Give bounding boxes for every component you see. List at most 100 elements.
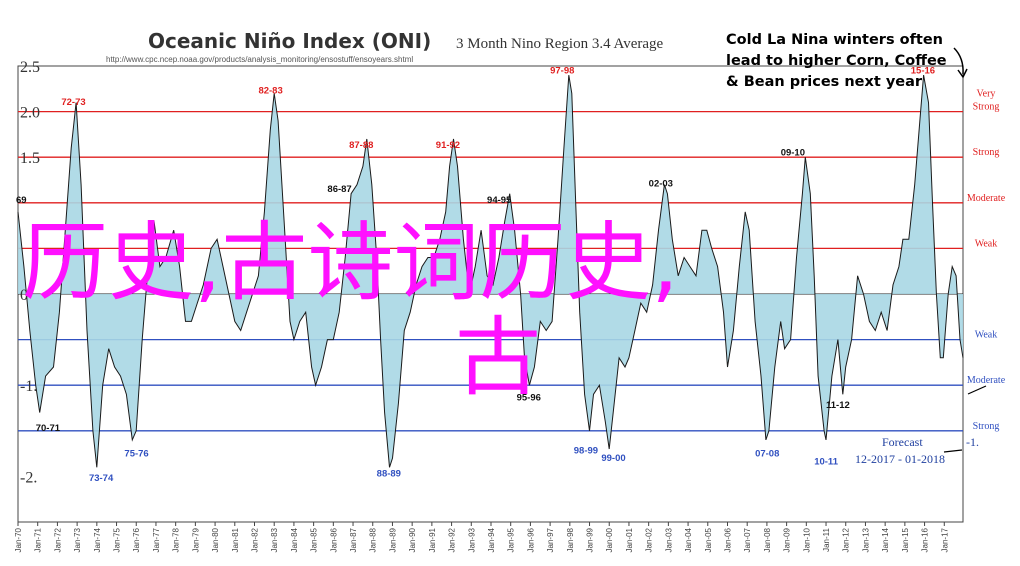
forecast-arrow-2 — [967, 385, 987, 395]
y-tick-label: 2.5 — [20, 59, 40, 76]
x-tick-label: Jan-80 — [211, 527, 220, 552]
forecast-label: Forecast — [882, 435, 923, 449]
x-tick-label: Jan-03 — [664, 527, 673, 552]
x-tick-label: Jan-93 — [467, 527, 476, 552]
oni-area-fill — [18, 75, 963, 468]
y-axis: 2.5 2.0 1.5 0 -1. -2. — [20, 59, 40, 486]
chart-title: Oceanic Niño Index (ONI) — [148, 29, 431, 53]
event-label: 75-76 — [124, 448, 148, 459]
oni-area-series — [17, 75, 964, 468]
x-tick-label: Jan-14 — [881, 527, 890, 552]
x-tick-label: Jan-11 — [822, 527, 831, 551]
x-tick-label: Jan-00 — [605, 527, 614, 552]
event-label: 11-12 — [826, 400, 850, 411]
x-tick-label: Jan-85 — [310, 527, 319, 552]
y-tick-label: 1.5 — [20, 150, 40, 167]
y-tick-label: -2. — [20, 469, 37, 486]
x-tick-label: Jan-99 — [586, 527, 595, 552]
x-tick-label: Jan-02 — [645, 527, 654, 552]
x-tick-label: Jan-70 — [14, 527, 23, 552]
x-tick-label: Jan-74 — [93, 527, 102, 552]
event-label: 95-96 — [517, 393, 541, 404]
x-tick-label: Jan-95 — [507, 527, 516, 552]
event-labels: 72-73 82-83 87-88 91-92 97-98 15-16 86-87 02-03… — [16, 65, 935, 484]
x-tick-label: Jan-06 — [723, 527, 732, 552]
x-tick-label: Jan-83 — [270, 527, 279, 552]
forecast-range: 12-2017 - 01-2018 — [855, 452, 945, 466]
event-label: 88-89 — [377, 468, 401, 479]
event-label: 98-99 — [574, 446, 598, 457]
event-label: 70-71 — [36, 423, 61, 434]
threshold-lines: Very Strong Strong Moderate Weak Weak Moderate… — [18, 89, 1006, 432]
event-label: 15-16 — [911, 65, 935, 76]
x-tick-label: Jan-73 — [73, 527, 82, 552]
x-tick-label: Jan-07 — [743, 527, 752, 552]
event-label: 94-95 — [487, 195, 512, 206]
event-label: 82-83 — [258, 85, 282, 96]
x-tick-label: Jan-81 — [231, 527, 240, 552]
overlay-text-line-1: 历史,古诗词历史, — [22, 213, 679, 313]
event-label: 10-11 — [814, 457, 838, 468]
x-tick-label: Jan-72 — [53, 527, 62, 552]
threshold-label: Strong — [973, 421, 1000, 432]
event-label: 91-92 — [436, 140, 460, 151]
note-line-1: Cold La Nina winters often — [726, 32, 943, 48]
x-tick-label: Jan-10 — [802, 527, 811, 552]
x-tick-label: Jan-16 — [921, 527, 930, 552]
forecast-arrow — [943, 449, 963, 453]
x-tick-label: Jan-92 — [448, 527, 457, 552]
overlay-text-line-2: 古 — [455, 308, 541, 408]
event-label: 73-74 — [89, 473, 114, 484]
event-label: 09-10 — [781, 147, 805, 158]
x-tick-label: Jan-82 — [250, 527, 259, 552]
note-arrow — [953, 47, 964, 75]
threshold-label: Strong — [973, 147, 1000, 158]
x-tick-label: Jan-04 — [684, 527, 693, 552]
x-tick-label: Jan-09 — [783, 527, 792, 552]
y-tick-label: 0 — [20, 287, 28, 304]
x-tick-label: Jan-91 — [428, 527, 437, 552]
x-tick-label: Jan-88 — [369, 527, 378, 552]
x-tick-label: Jan-94 — [487, 527, 496, 552]
note-arrow-head — [957, 68, 968, 79]
x-axis: Jan-70 Jan-71 Jan-72 Jan-73 Jan-74 Jan-75 Jan-… — [14, 522, 949, 552]
note-line-3: & Bean prices next year — [726, 74, 923, 90]
x-tick-label: Jan-76 — [132, 527, 141, 552]
note-line-2: lead to higher Corn, Coffee — [726, 53, 947, 69]
x-tick-label: Jan-08 — [763, 527, 772, 552]
x-tick-label: Jan-17 — [940, 527, 949, 552]
event-label: 72-73 — [61, 97, 85, 108]
x-tick-label: Jan-15 — [901, 527, 910, 552]
x-tick-label: Jan-12 — [842, 527, 851, 552]
event-label: 86-87 — [327, 184, 351, 195]
threshold-label: Very — [977, 89, 996, 100]
threshold-label: Weak — [975, 238, 998, 249]
event-label: 07-08 — [755, 448, 779, 459]
threshold-label: Moderate — [967, 375, 1006, 386]
x-tick-label: Jan-86 — [329, 527, 338, 552]
forecast-value: -1. — [966, 435, 979, 449]
chart-subtitle: 3 Month Nino Region 3.4 Average — [456, 36, 664, 52]
x-tick-label: Jan-89 — [388, 527, 397, 552]
x-tick-label: Jan-78 — [172, 527, 181, 552]
y-tick-label: 2.0 — [20, 105, 40, 122]
event-label: 99-00 — [601, 453, 625, 464]
source-url: http://www.cpc.ncep.noaa.gov/products/an… — [106, 55, 413, 64]
x-tick-label: Jan-96 — [526, 527, 535, 552]
x-tick-label: Jan-90 — [408, 527, 417, 552]
threshold-label: Moderate — [967, 193, 1006, 204]
x-tick-label: Jan-77 — [152, 527, 161, 552]
event-label: 97-98 — [550, 65, 574, 76]
threshold-label: Strong — [973, 102, 1000, 113]
x-tick-label: Jan-98 — [566, 527, 575, 552]
oni-line — [17, 75, 964, 468]
x-tick-label: Jan-79 — [191, 527, 200, 552]
x-tick-label: Jan-97 — [546, 527, 555, 552]
x-tick-label: Jan-71 — [34, 527, 43, 552]
x-tick-label: Jan-84 — [290, 527, 299, 552]
event-label: 02-03 — [649, 178, 673, 189]
x-tick-label: Jan-75 — [113, 527, 122, 552]
x-tick-label: Jan-87 — [349, 527, 358, 552]
x-tick-label: Jan-13 — [861, 527, 870, 552]
